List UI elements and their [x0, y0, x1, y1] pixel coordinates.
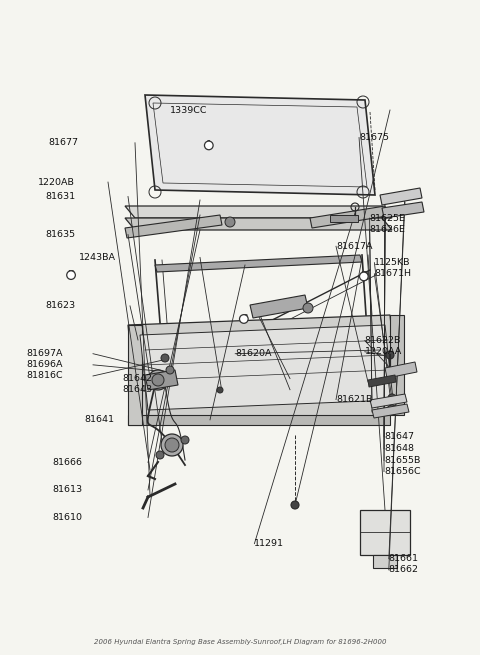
Circle shape — [386, 351, 394, 359]
Circle shape — [161, 434, 183, 456]
Text: 81610: 81610 — [53, 513, 83, 522]
Text: C: C — [240, 314, 248, 324]
Circle shape — [67, 271, 75, 280]
Polygon shape — [128, 325, 142, 425]
Text: 81622B: 81622B — [365, 336, 401, 345]
Polygon shape — [145, 370, 178, 390]
Polygon shape — [310, 206, 387, 228]
Text: 81661: 81661 — [389, 554, 419, 563]
Circle shape — [181, 436, 189, 444]
Polygon shape — [128, 415, 390, 425]
Circle shape — [148, 370, 168, 390]
Circle shape — [388, 394, 396, 402]
Text: 81626E: 81626E — [370, 225, 406, 234]
Text: 81675: 81675 — [359, 133, 389, 142]
Polygon shape — [125, 206, 392, 218]
Circle shape — [161, 354, 169, 362]
Text: 81620A: 81620A — [235, 349, 272, 358]
Text: 81642: 81642 — [122, 374, 153, 383]
Circle shape — [217, 387, 223, 393]
Text: 81621B: 81621B — [336, 395, 372, 404]
Circle shape — [387, 405, 397, 415]
Polygon shape — [370, 394, 407, 408]
Polygon shape — [390, 315, 404, 415]
Circle shape — [303, 303, 313, 313]
Polygon shape — [380, 188, 422, 205]
Circle shape — [225, 217, 235, 227]
Text: 1220AA: 1220AA — [365, 347, 402, 356]
Text: 81696A: 81696A — [26, 360, 63, 369]
Polygon shape — [385, 362, 417, 378]
Polygon shape — [155, 255, 362, 272]
Text: 81666: 81666 — [53, 458, 83, 467]
Text: 1243BA: 1243BA — [79, 253, 116, 262]
Circle shape — [152, 374, 164, 386]
Text: D: D — [360, 271, 368, 282]
Text: 81641: 81641 — [84, 415, 114, 424]
Text: 81613: 81613 — [53, 485, 83, 495]
Text: 81635: 81635 — [46, 230, 76, 239]
Text: 81631: 81631 — [46, 192, 76, 201]
Polygon shape — [372, 404, 409, 418]
Text: 2006 Hyundai Elantra Spring Base Assembly-Sunroof,LH Diagram for 81696-2H000: 2006 Hyundai Elantra Spring Base Assembl… — [94, 639, 386, 645]
Polygon shape — [125, 215, 222, 238]
Text: 81816C: 81816C — [26, 371, 63, 381]
Polygon shape — [368, 375, 396, 387]
Text: 81617A: 81617A — [336, 242, 372, 251]
Polygon shape — [125, 218, 392, 230]
Text: 11291: 11291 — [254, 539, 284, 548]
Circle shape — [165, 438, 179, 452]
Text: 81697A: 81697A — [26, 349, 63, 358]
Text: 81643: 81643 — [122, 385, 153, 394]
Text: 81677: 81677 — [48, 138, 78, 147]
Text: B: B — [67, 270, 75, 280]
Polygon shape — [330, 215, 358, 222]
Text: 1339CC: 1339CC — [170, 105, 208, 115]
Text: 81648: 81648 — [384, 444, 414, 453]
Polygon shape — [373, 555, 397, 568]
Circle shape — [291, 501, 299, 509]
Polygon shape — [382, 202, 424, 218]
Text: 1125KB: 1125KB — [374, 258, 411, 267]
Text: 81655B: 81655B — [384, 456, 420, 465]
Circle shape — [240, 314, 248, 324]
Text: 1220AB: 1220AB — [38, 178, 75, 187]
Text: 81623: 81623 — [46, 301, 76, 310]
Circle shape — [360, 272, 368, 281]
Text: 81671H: 81671H — [374, 269, 411, 278]
Text: 81625E: 81625E — [370, 214, 406, 223]
Polygon shape — [145, 95, 375, 195]
Text: 81656C: 81656C — [384, 467, 420, 476]
Circle shape — [156, 451, 164, 459]
Text: A: A — [205, 140, 213, 151]
Circle shape — [166, 366, 174, 374]
Polygon shape — [250, 295, 308, 318]
Text: 81647: 81647 — [384, 432, 414, 441]
Text: 81662: 81662 — [389, 565, 419, 574]
Polygon shape — [360, 510, 410, 555]
Polygon shape — [140, 325, 393, 410]
Polygon shape — [128, 315, 400, 425]
Circle shape — [204, 141, 213, 150]
